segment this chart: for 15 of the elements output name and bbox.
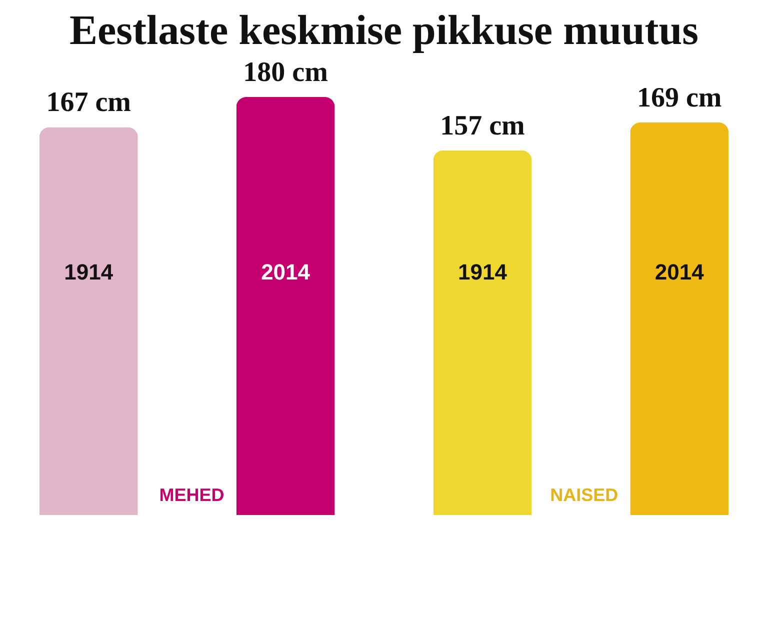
bar bbox=[630, 122, 729, 515]
x-tick-label: 2014 bbox=[654, 260, 705, 285]
series-label: NAISED bbox=[550, 485, 618, 505]
x-tick-label: 1914 bbox=[458, 260, 508, 285]
x-tick-label: 1914 bbox=[64, 260, 114, 285]
x-tick-label: 2014 bbox=[261, 260, 311, 285]
data-label: 180 cm bbox=[243, 57, 328, 88]
series-label: MEHED bbox=[159, 485, 224, 505]
data-label: 169 cm bbox=[637, 82, 722, 114]
chart-title: Eestlaste keskmise pikkuse muutus bbox=[70, 8, 698, 54]
data-label: 167 cm bbox=[46, 87, 131, 118]
bar bbox=[39, 127, 138, 515]
bar bbox=[433, 150, 532, 515]
data-label: 157 cm bbox=[440, 110, 525, 142]
bar bbox=[236, 97, 335, 515]
